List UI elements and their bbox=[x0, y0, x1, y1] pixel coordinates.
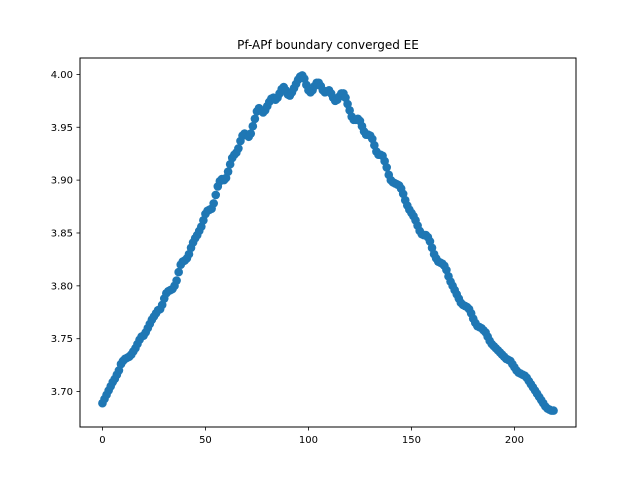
data-point bbox=[246, 129, 256, 138]
x-tick-label: 200 bbox=[505, 435, 524, 446]
y-tick-label: 3.95 bbox=[51, 123, 73, 134]
data-points bbox=[98, 71, 558, 415]
y-tick-label: 3.70 bbox=[51, 387, 73, 398]
y-tick-label: 3.80 bbox=[51, 281, 73, 292]
data-point bbox=[172, 276, 181, 285]
data-point bbox=[248, 121, 258, 131]
data-point bbox=[174, 267, 183, 277]
data-point bbox=[209, 199, 218, 208]
data-point bbox=[223, 167, 233, 176]
y-tick-label: 3.90 bbox=[51, 176, 73, 187]
y-tick-label: 4.00 bbox=[51, 70, 73, 81]
x-tick-label: 0 bbox=[99, 435, 105, 446]
x-tick-label: 150 bbox=[402, 435, 421, 446]
data-point bbox=[211, 190, 221, 200]
plot-area-frame bbox=[79, 57, 577, 428]
data-point bbox=[549, 406, 558, 415]
data-point bbox=[250, 114, 260, 124]
data-point bbox=[382, 163, 392, 172]
y-axis: 3.70 3.75 3.80 3.85 3.90 3.95 4.00 bbox=[51, 70, 80, 398]
chart-title: Pf-APf boundary converged EE bbox=[237, 38, 419, 52]
x-tick-label: 50 bbox=[199, 435, 212, 446]
y-tick-label: 3.75 bbox=[51, 334, 73, 345]
x-tick-label: 100 bbox=[299, 435, 318, 446]
data-point bbox=[234, 144, 243, 153]
x-axis: 0 50 100 150 200 bbox=[99, 427, 524, 446]
y-tick-label: 3.85 bbox=[51, 228, 73, 239]
